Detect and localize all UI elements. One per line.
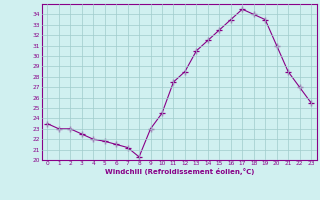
X-axis label: Windchill (Refroidissement éolien,°C): Windchill (Refroidissement éolien,°C)	[105, 168, 254, 175]
